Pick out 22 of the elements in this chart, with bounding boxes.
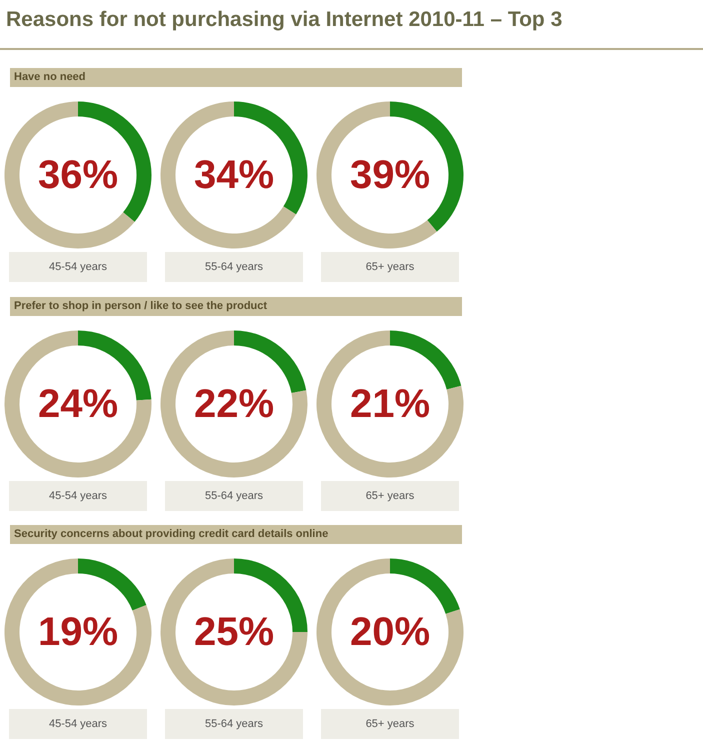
text: 39% xyxy=(348,152,432,199)
text: 24% xyxy=(3,328,153,478)
text: 55-64 years xyxy=(165,709,303,739)
text: 45-54 years xyxy=(9,480,147,510)
text: 22% xyxy=(159,328,309,478)
text: 20% xyxy=(315,557,465,707)
text: 55-64 years xyxy=(165,480,303,510)
text: 45-54 years xyxy=(9,709,147,739)
text: 21% xyxy=(315,328,465,478)
text: 65+ years xyxy=(321,480,459,510)
chart-subtitle: Prefer to shop in person / like to see the product xyxy=(10,296,462,316)
text: 65+ years xyxy=(321,709,459,739)
text: 45-54 years xyxy=(9,252,147,282)
text: 65+ years xyxy=(321,252,459,282)
text: 34% xyxy=(192,152,276,199)
chart-subtitle: Security concerns about providing credit card details online xyxy=(10,525,462,544)
text: Reasons for not purchasing via Internet 2010-11 – Top 3 xyxy=(6,8,562,32)
text: 19% xyxy=(3,557,153,707)
text: 36% xyxy=(36,152,120,199)
text: 25% xyxy=(159,557,309,707)
chart-subtitle: Have no need xyxy=(10,68,462,87)
text: 55-64 years xyxy=(165,252,303,282)
